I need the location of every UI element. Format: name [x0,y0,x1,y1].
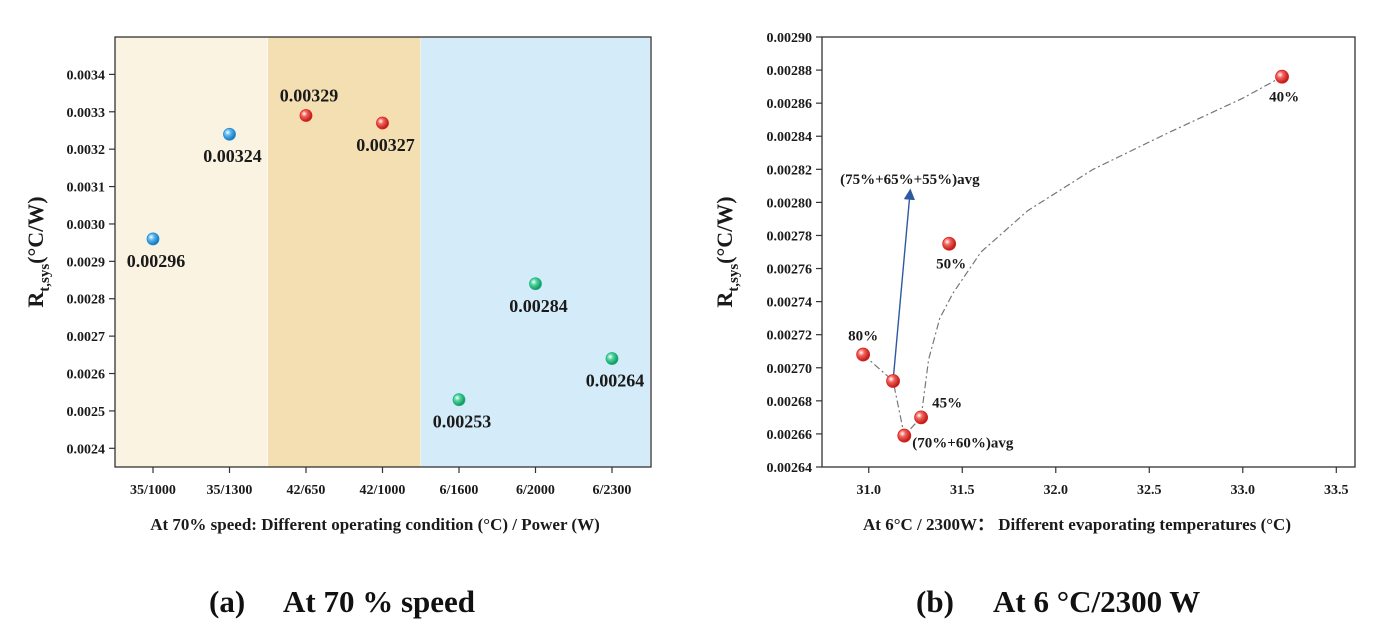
y-tick-label: 0.00264 [767,461,813,476]
x-tick-label: 31.5 [950,483,975,498]
y-tick-label: 0.00288 [767,64,813,79]
data-point [914,410,929,425]
x-axis-label: At 6°C / 2300W： Different evaporating te… [863,515,1291,534]
background-bands [115,37,650,467]
plot-frame [821,36,1356,468]
y-tick-label: 0.00276 [767,263,813,278]
point-label: (70%+60%)avg [912,436,1014,452]
data-point [605,352,619,365]
x-tick-label: 6/1600 [440,483,479,498]
y-axis-label: Rt,sys(°C/W) [712,196,742,307]
x-axis-ticks: 31.0 31.5 32.0 32.5 33.0 33.5 [857,467,1349,498]
y-tick-label: 0.00274 [767,296,813,311]
background-band [268,37,421,467]
x-tick-label: 42/650 [287,483,326,498]
x-tick-label: 35/1000 [130,483,176,498]
caption-text: At 6 °C/2300 W [993,584,1200,619]
y-tick-label: 0.00282 [767,163,813,178]
caption-letter: (b) [916,584,954,619]
background-band [115,37,268,467]
x-tick-label: 33.5 [1324,483,1349,498]
data-label: 0.00327 [356,135,415,155]
y-axis-ticks: 0.00264 0.00266 0.00268 0.00270 0.00272 0.002… [767,31,822,476]
data-label: 0.00329 [280,86,339,106]
x-tick-label: 32.0 [1044,483,1069,498]
caption-letter: (a) [209,584,245,619]
data-label: 0.00253 [433,412,492,432]
y-tick-label: 0.0033 [67,106,106,121]
data-point [856,347,871,362]
data-point [146,232,160,246]
x-tick-label: 35/1300 [207,483,253,498]
y-tick-label: 0.0029 [67,255,106,270]
annotation-label: (75%+65%+55%)avg [840,172,980,188]
data-point [886,374,900,388]
data-point [529,277,542,291]
x-axis-label: At 70% speed: Different operating condit… [150,515,600,534]
y-tick-label: 0.0031 [67,181,106,196]
annotation-arrow: (75%+65%+55%)avg [840,172,980,382]
y-tick-label: 0.00284 [767,130,813,145]
caption-text: At 70 % speed [283,584,475,619]
data-point [942,236,957,251]
y-tick-label: 0.0028 [67,293,106,308]
y-tick-label: 0.00286 [767,97,813,112]
y-tick-label: 0.0032 [67,143,106,158]
data-label: 0.00264 [586,371,645,391]
data-point [299,109,313,122]
data-label: 0.00324 [203,146,262,166]
data-point [1275,69,1289,84]
x-axis-ticks: 35/1000 35/1300 42/650 42/1000 6/1600 6/2000 6… [130,467,631,498]
x-tick-label: 32.5 [1137,483,1162,498]
y-tick-label: 0.0024 [67,442,106,457]
data-point [376,116,389,130]
data-point [223,127,236,141]
x-tick-label: 42/1000 [360,483,406,498]
x-tick-label: 31.0 [857,483,882,498]
y-tick-label: 0.0026 [67,368,106,383]
data-point [897,428,912,443]
y-axis-label: Rt,sys(°C/W) [23,196,53,307]
x-tick-label: 6/2300 [593,483,632,498]
y-tick-label: 0.0027 [67,330,106,345]
point-label: 40% [1269,90,1299,106]
chart-panel-b: 0.00264 0.00266 0.00268 0.00270 0.00272 0.002… [712,31,1356,619]
point-label: 50% [936,257,966,273]
y-tick-label: 0.00278 [767,229,813,244]
y-axis-ticks: 0.0024 0.0025 0.0026 0.0027 0.0028 0.0029 0.00… [67,68,115,457]
data-label: 0.00296 [127,251,186,271]
x-tick-label: 6/2000 [516,483,555,498]
y-tick-label: 0.00290 [767,31,813,46]
trend-curve [862,76,1283,437]
point-label: 80% [848,329,878,345]
data-point [452,393,466,407]
chart-panel-a: 0.0024 0.0025 0.0026 0.0027 0.0028 0.0029 0.00… [23,36,652,619]
point-label: 45% [932,395,962,411]
data-label: 0.00284 [509,296,568,316]
y-tick-label: 0.0025 [67,405,106,420]
y-tick-label: 0.00272 [767,329,813,344]
annotation-arrow-line [892,188,915,382]
y-tick-label: 0.0030 [67,218,106,233]
trend-line [862,76,1283,437]
data-points: 0.00296 0.00324 0.00329 0.00327 0.00253 0.002… [127,86,645,432]
y-tick-label: 0.0034 [67,68,106,83]
x-tick-label: 33.0 [1231,483,1256,498]
y-tick-label: 0.00280 [767,196,813,211]
y-tick-label: 0.00266 [767,428,813,443]
y-tick-label: 0.00270 [767,362,813,377]
data-points: 80% (70%+60%)avg 45% 50% 40% [848,69,1299,452]
y-tick-label: 0.00268 [767,395,813,410]
